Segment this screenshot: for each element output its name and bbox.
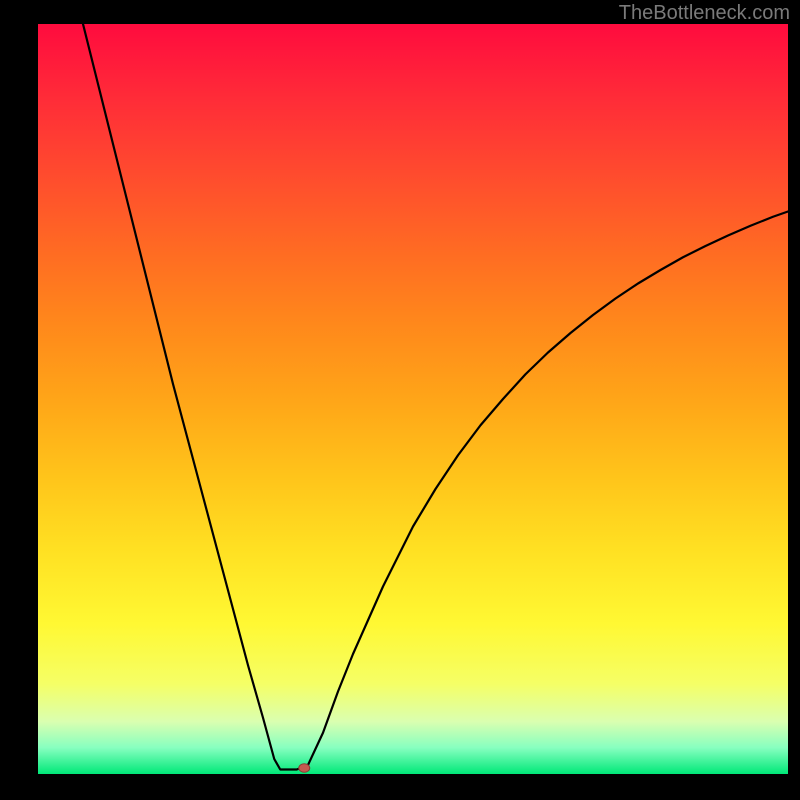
bottleneck-chart (38, 24, 788, 774)
chart-background (38, 24, 788, 774)
optimal-point-marker (299, 764, 310, 773)
watermark-text: TheBottleneck.com (619, 2, 790, 25)
chart-container (38, 24, 788, 774)
